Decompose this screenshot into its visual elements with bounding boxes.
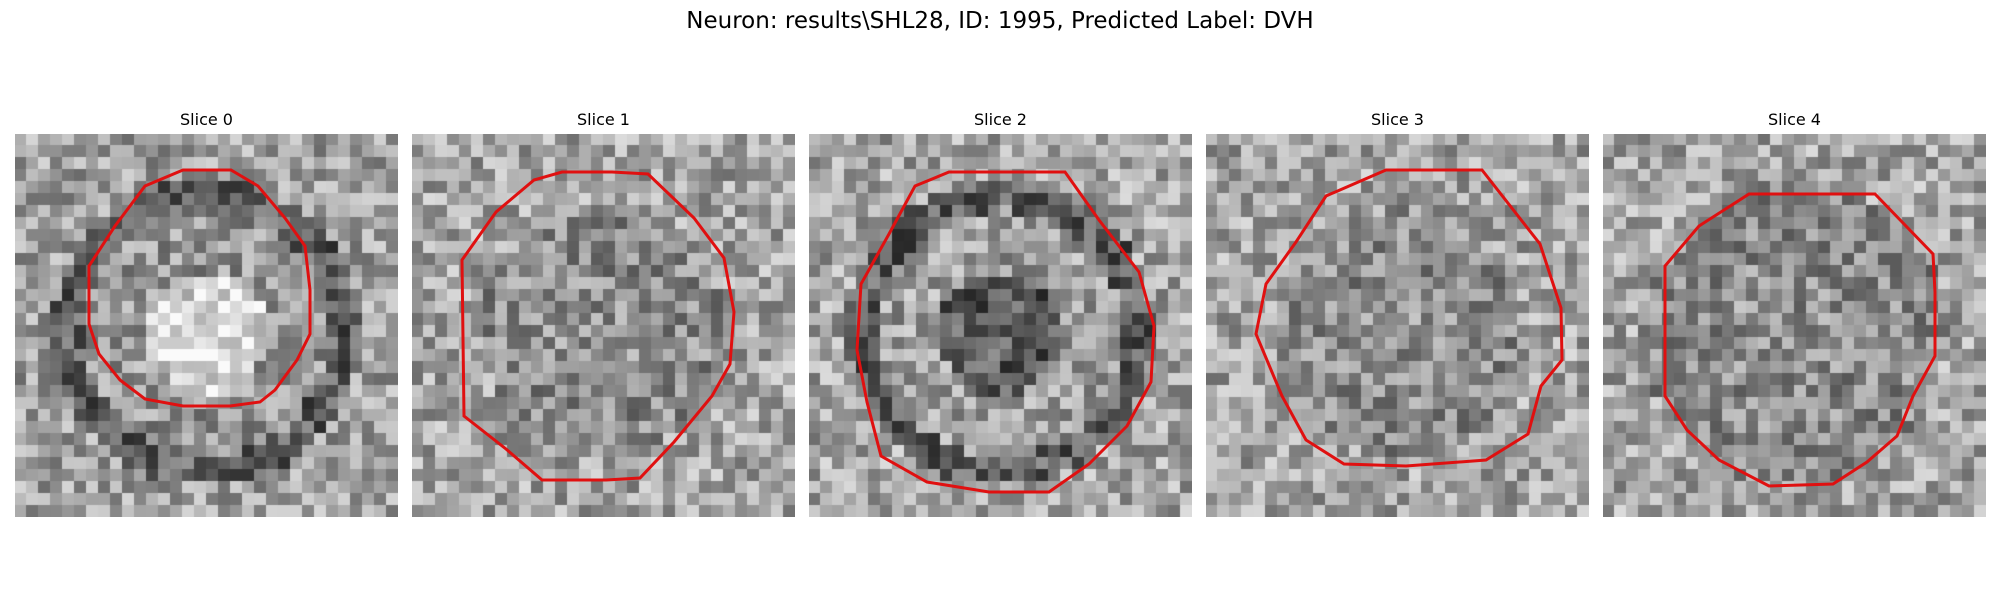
roi-contour bbox=[87, 168, 312, 408]
roi-contour bbox=[855, 170, 1156, 494]
roi-contour bbox=[1663, 192, 1937, 488]
slice-panel-2: Slice 2 bbox=[809, 110, 1192, 517]
slice-image bbox=[1206, 134, 1589, 517]
slice-title: Slice 3 bbox=[1371, 110, 1424, 129]
slice-image bbox=[809, 134, 1192, 517]
slice-title: Slice 4 bbox=[1768, 110, 1821, 129]
slice-panel-1: Slice 1 bbox=[412, 110, 795, 517]
slice-title: Slice 2 bbox=[974, 110, 1027, 129]
slice-image bbox=[15, 134, 398, 517]
roi-contour bbox=[460, 170, 736, 482]
roi-contour bbox=[1254, 168, 1564, 468]
slice-title: Slice 1 bbox=[577, 110, 630, 129]
slice-panel-0: Slice 0 bbox=[15, 110, 398, 517]
slice-image bbox=[412, 134, 795, 517]
slice-image bbox=[1603, 134, 1986, 517]
slice-panel-4: Slice 4 bbox=[1603, 110, 1986, 517]
figure-title: Neuron: results\SHL28, ID: 1995, Predict… bbox=[686, 8, 1314, 34]
slice-panel-3: Slice 3 bbox=[1206, 110, 1589, 517]
slice-title: Slice 0 bbox=[180, 110, 233, 129]
